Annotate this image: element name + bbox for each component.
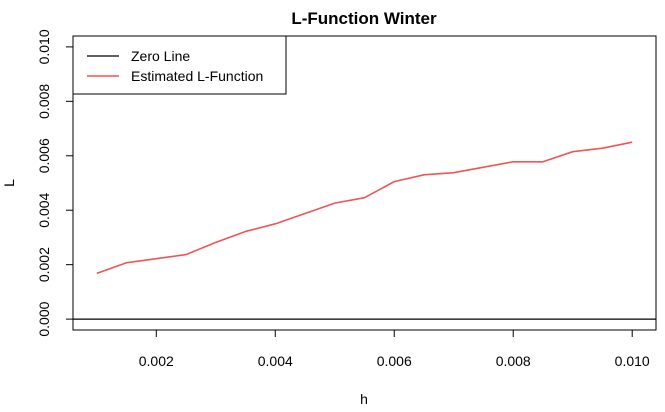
- y-tick-label: 0.002: [36, 247, 52, 282]
- series-layer: [73, 141, 656, 320]
- legend-label-estimated-l-function: Estimated L-Function: [131, 68, 263, 84]
- x-tick-label: 0.006: [377, 353, 412, 369]
- y-axis-label: L: [1, 179, 17, 187]
- plot-frame: [72, 35, 657, 331]
- y-tick-label: 0.004: [36, 192, 52, 227]
- y-tick-label: 0.008: [36, 84, 52, 119]
- y-tick-label: 0.006: [36, 138, 52, 173]
- x-tick-label: 0.008: [496, 353, 531, 369]
- chart-title: L-Function Winter: [291, 9, 437, 28]
- x-tick-label: 0.002: [139, 353, 174, 369]
- legend: Zero Line Estimated L-Function: [72, 35, 287, 95]
- legend-box: [72, 35, 287, 95]
- y-tick-label: 0.000: [36, 301, 52, 336]
- x-axis-label: h: [360, 391, 368, 407]
- y-tick-label: 0.010: [36, 29, 52, 64]
- series-line-estimated-l-function: [96, 141, 633, 275]
- x-axis: 0.002 0.004 0.006 0.008 0.010: [139, 330, 650, 369]
- y-axis: 0.000 0.002 0.004 0.006 0.008 0.010: [36, 29, 73, 337]
- legend-label-zero-line: Zero Line: [131, 48, 190, 64]
- x-tick-label: 0.010: [615, 353, 650, 369]
- x-tick-label: 0.004: [258, 353, 293, 369]
